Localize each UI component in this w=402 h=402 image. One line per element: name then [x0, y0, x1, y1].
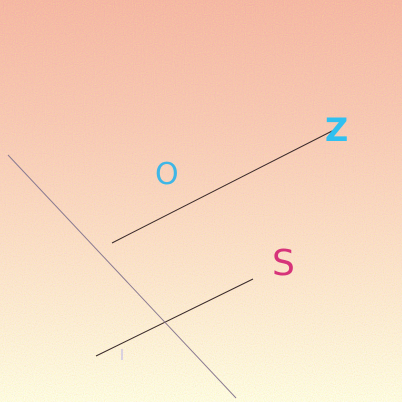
label-o: O	[155, 157, 179, 192]
segment-diagonal	[7, 154, 237, 399]
label-z: Z	[325, 111, 349, 149]
segment-upper	[111, 127, 339, 244]
segment-lower	[95, 278, 254, 357]
label-s: S	[272, 243, 295, 284]
